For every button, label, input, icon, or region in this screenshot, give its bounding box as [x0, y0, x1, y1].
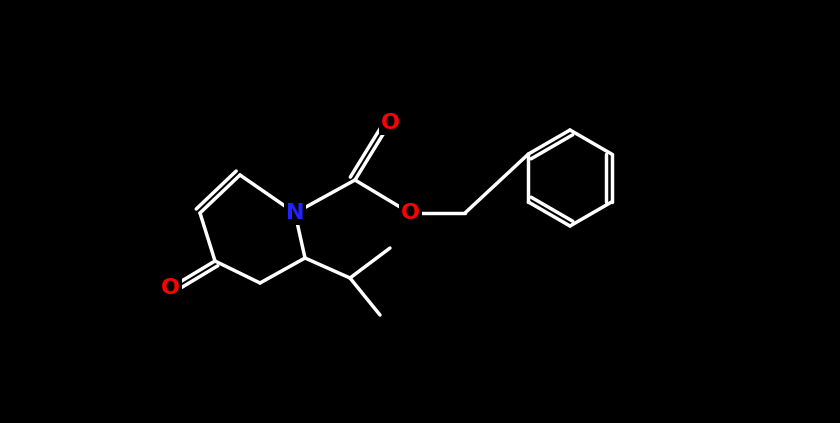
Text: O: O: [160, 278, 180, 298]
Text: O: O: [401, 203, 419, 223]
Text: N: N: [286, 203, 304, 223]
Text: O: O: [381, 113, 400, 133]
